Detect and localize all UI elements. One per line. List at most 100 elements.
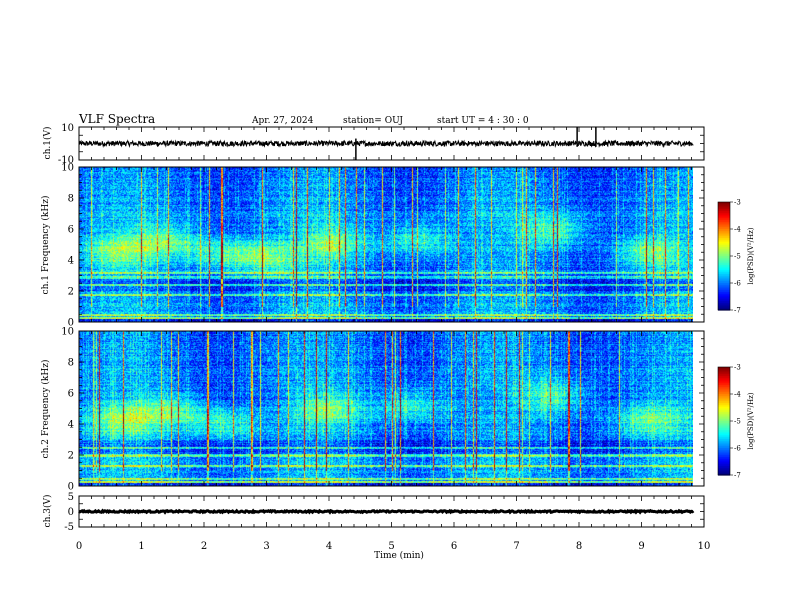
colorbar-segment [718,417,730,420]
colorbar-segment [718,275,730,279]
freq-tick-label: 4 [68,420,74,431]
colorbar-segment [718,297,730,300]
colorbar-segment [718,272,730,275]
colorbar-segment [718,471,730,474]
ch1-channel-label: ch.1 Frequency (kHz) [40,196,51,295]
colorbar-segment [718,404,730,408]
colorbar-segment [718,462,730,465]
freq-tick-label: 6 [68,389,74,400]
colorbar-segment [718,419,730,422]
time-tick-label: 4 [326,541,332,552]
ch2-spectrogram-ticks [78,330,705,487]
colorbar-tick-label: -7 [734,472,741,480]
colorbar-segment [718,388,730,391]
ch3-waveform-panel: 5 0 -5 ch.3(V) [42,492,705,533]
colorbar-segment [718,256,730,259]
ch1-ytick-top: 10 [61,123,74,134]
colorbar-segment [718,374,730,377]
freq-tick-label: 0 [68,318,74,329]
colorbar-segment [718,238,730,241]
colorbar-segment [718,270,730,273]
colorbar-tick-label: -5 [734,418,741,426]
colorbar-segment [718,381,730,384]
colorbar-segment [718,426,730,429]
colorbar-segment [718,223,730,226]
colorbar-segment [718,286,730,289]
colorbar-segment [718,299,730,302]
time-tick-label: 3 [263,541,269,552]
colorbar-segment [718,230,730,234]
ch1-spectrogram-image [79,167,693,322]
colorbar-segment [718,259,730,262]
colorbar-segment [718,268,730,271]
colorbar-segment [718,430,730,433]
colorbar-segment [718,437,730,440]
colorbar-segment [718,301,730,304]
colorbar-segment [718,221,730,225]
colorbar-label: log(PSD)(V²/Hz) [747,227,755,284]
freq-tick-label: 4 [68,256,74,267]
colorbar-segment [718,218,730,221]
start-time-label: start UT = 4 : 30 : 0 [437,116,529,126]
colorbar-segment [718,397,730,400]
colorbar-segment [718,444,730,447]
colorbar-segment [718,290,730,293]
time-axis-label: Time (min) [374,550,424,561]
colorbar-segment [718,390,730,393]
ch2-spectrogram-image [79,331,693,486]
ch3-ytick-bottom: -5 [64,522,74,533]
colorbar-segment [718,399,730,402]
colorbar-segment [718,368,730,372]
colorbar-segment [718,266,730,270]
colorbar-segment [718,202,730,205]
ch1-ylabel: ch.1(V) [42,127,53,160]
colorbar-segment [718,279,730,282]
colorbar-segment [718,245,730,248]
colorbar-segment [718,435,730,438]
colorbar-segment [718,293,730,297]
colorbar-segment [718,422,730,426]
date-label: Apr. 27, 2024 [251,116,314,126]
colorbar-segment [718,449,730,453]
colorbar-segment [718,473,730,476]
colorbar-segment [718,229,730,232]
colorbar-segment [718,386,730,390]
colorbar-segment [718,448,730,451]
time-tick-label: 8 [576,541,582,552]
colorbar-segment [718,424,730,427]
colorbar-segment [718,442,730,445]
colorbar-segment [718,394,730,397]
ch1-spectrogram-ticks [78,166,705,323]
colorbar-segment [718,412,730,415]
colorbar-segment [718,232,730,235]
colorbar-segment [718,408,730,411]
freq-tick-label: 0 [68,482,74,493]
colorbar-segment [718,439,730,442]
colorbar-segment [718,453,730,456]
colorbar-segment [718,376,730,379]
ch2-channel-label: ch.2 Frequency (kHz) [40,360,51,459]
colorbar-tick-label: -6 [734,280,741,288]
ch3-waveform-trace [78,503,704,520]
ch1-ticks [78,127,705,160]
colorbar-segment [718,295,730,298]
time-tick-label: 2 [201,541,207,552]
colorbar-segment [718,469,730,472]
colorbar-segment [718,263,730,266]
colorbar-tick-label: -7 [734,307,741,315]
ch3-ylabel: ch.3(V) [42,495,53,528]
colorbar-segment [718,211,730,214]
colorbar-segment [718,281,730,284]
colorbar-segment [718,220,730,223]
colorbar-segment [718,250,730,253]
colorbar-segment [718,234,730,237]
colorbar-segment [718,241,730,244]
colorbar-segment [718,209,730,212]
colorbar-segment [718,395,730,399]
colorbar-segment [718,265,730,268]
colorbar-segment [718,370,730,373]
colorbar-segment [718,446,730,449]
colorbar-segment [718,236,730,239]
colorbar-segment [718,410,730,413]
